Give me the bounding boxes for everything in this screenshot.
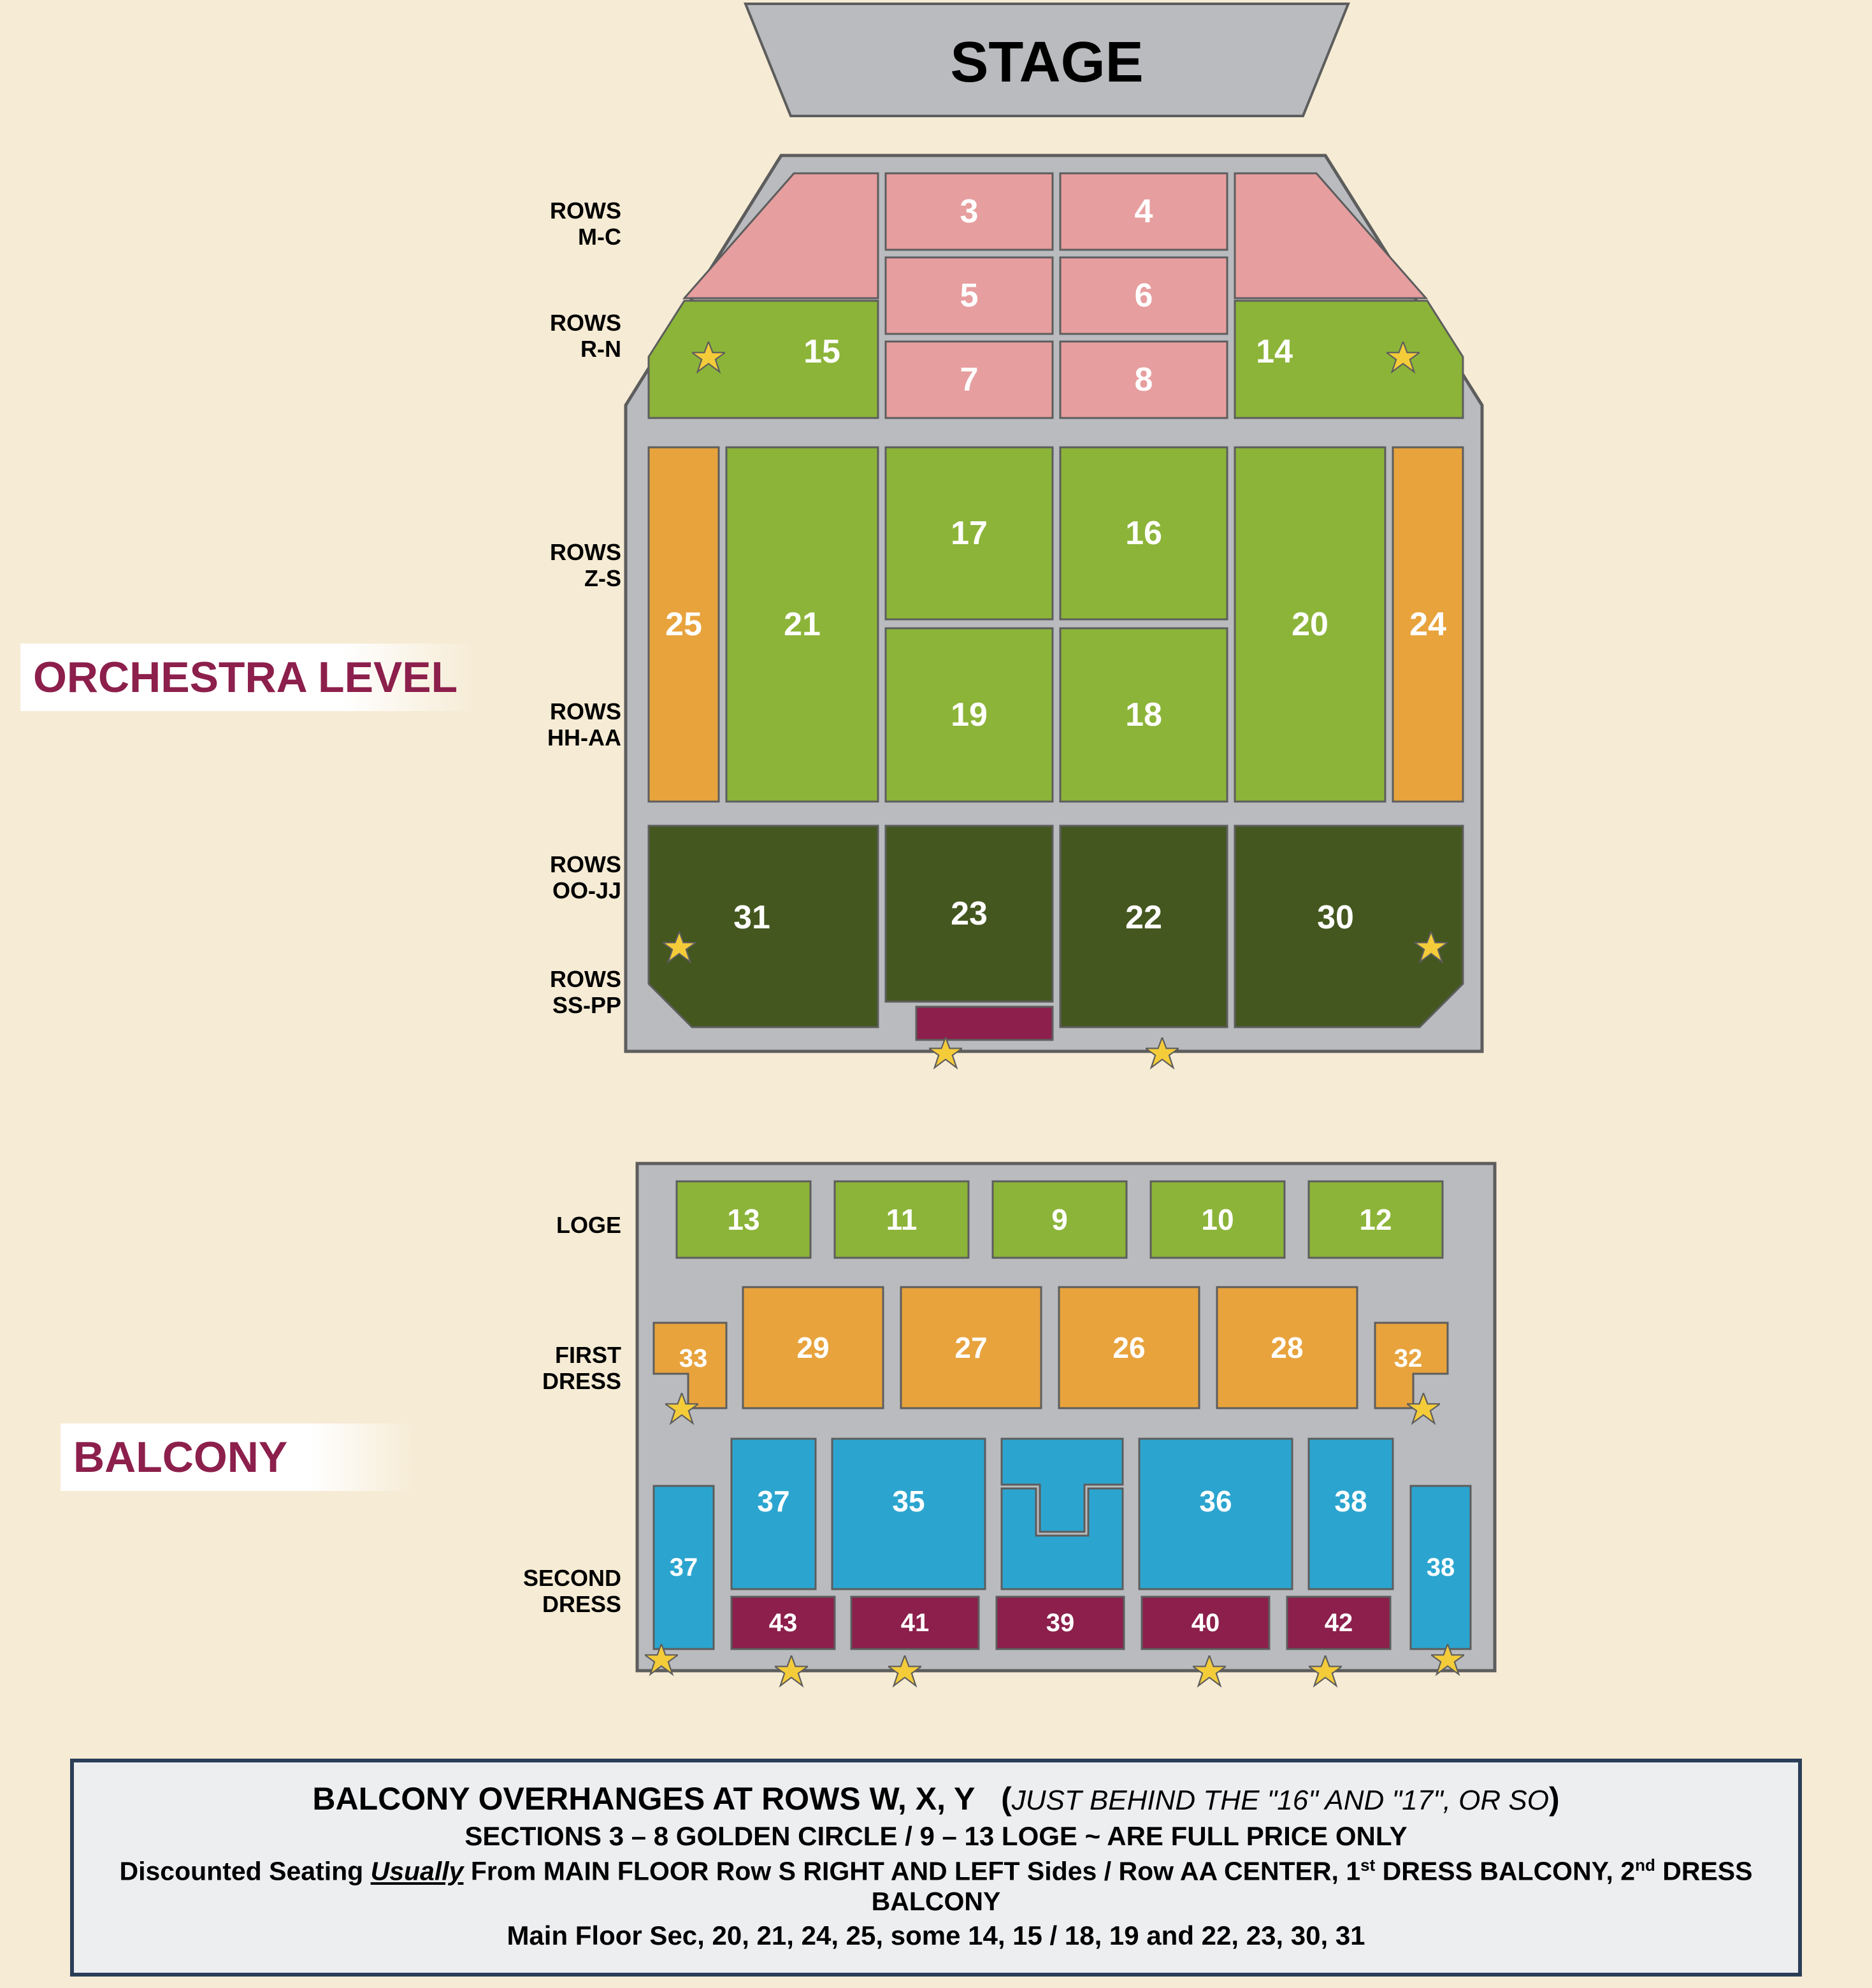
section-num-26: 26: [1112, 1331, 1145, 1364]
section-num-43: 43: [769, 1609, 798, 1637]
star-icon: [888, 1655, 921, 1689]
footer-line-2: SECTIONS 3 – 8 GOLDEN CIRCLE / 9 – 13 LO…: [93, 1821, 1779, 1852]
section-num-13: 13: [727, 1203, 760, 1236]
star-icon: [929, 1037, 962, 1070]
star-icon: [665, 1393, 698, 1426]
section-num-9: 9: [1051, 1203, 1068, 1236]
section-num-37: 37: [670, 1553, 698, 1581]
footer-l1-main: BALCONY OVERHANGES AT ROWS W, X, Y: [312, 1781, 974, 1817]
section-num-42: 42: [1325, 1609, 1353, 1637]
footer-line-3: Discounted Seating Usually From MAIN FLO…: [93, 1855, 1779, 1917]
section-num-35: 35: [892, 1485, 925, 1518]
footer-l1-note: JUST BEHIND THE "16" AND "17", OR SO: [1012, 1785, 1549, 1816]
section-num-29: 29: [796, 1331, 829, 1364]
star-icon: [645, 1644, 678, 1677]
star-icon: [663, 932, 696, 965]
section-num-41: 41: [901, 1609, 930, 1637]
star-icon: [1386, 342, 1420, 375]
section-num-33: 33: [679, 1344, 708, 1372]
section-num-38: 38: [1334, 1485, 1367, 1518]
section-num-40: 40: [1192, 1609, 1220, 1637]
seating-chart: STAGE ORCHESTRA LEVEL BALCONY ROWSM-CROW…: [0, 0, 1872, 1988]
star-icon: [1407, 1393, 1440, 1426]
star-icon: [1415, 932, 1448, 965]
section-num-38: 38: [1427, 1553, 1455, 1581]
footer-line-1: BALCONY OVERHANGES AT ROWS W, X, Y (JUST…: [93, 1780, 1779, 1817]
section-num-10: 10: [1201, 1203, 1234, 1236]
section-num-28: 28: [1271, 1331, 1303, 1364]
section-num-11: 11: [886, 1203, 918, 1236]
star-icon: [1193, 1655, 1226, 1689]
section-num-32: 32: [1394, 1344, 1423, 1372]
section-num-39: 39: [1046, 1609, 1075, 1637]
star-icon: [775, 1655, 808, 1689]
star-icon: [1431, 1644, 1464, 1677]
star-icon: [1309, 1655, 1342, 1689]
star-icon: [692, 342, 725, 375]
balcony-floor: 1311910122927262833323735343638373843413…: [0, 0, 1872, 1720]
footer-info-box: BALCONY OVERHANGES AT ROWS W, X, Y (JUST…: [70, 1759, 1802, 1977]
section-num-27: 27: [954, 1331, 987, 1364]
section-num-36: 36: [1199, 1485, 1232, 1518]
footer-line-4: Main Floor Sec, 20, 21, 24, 25, some 14,…: [93, 1920, 1779, 1951]
star-icon: [1146, 1037, 1179, 1070]
section-num-37: 37: [757, 1485, 789, 1518]
section-num-12: 12: [1359, 1203, 1392, 1236]
